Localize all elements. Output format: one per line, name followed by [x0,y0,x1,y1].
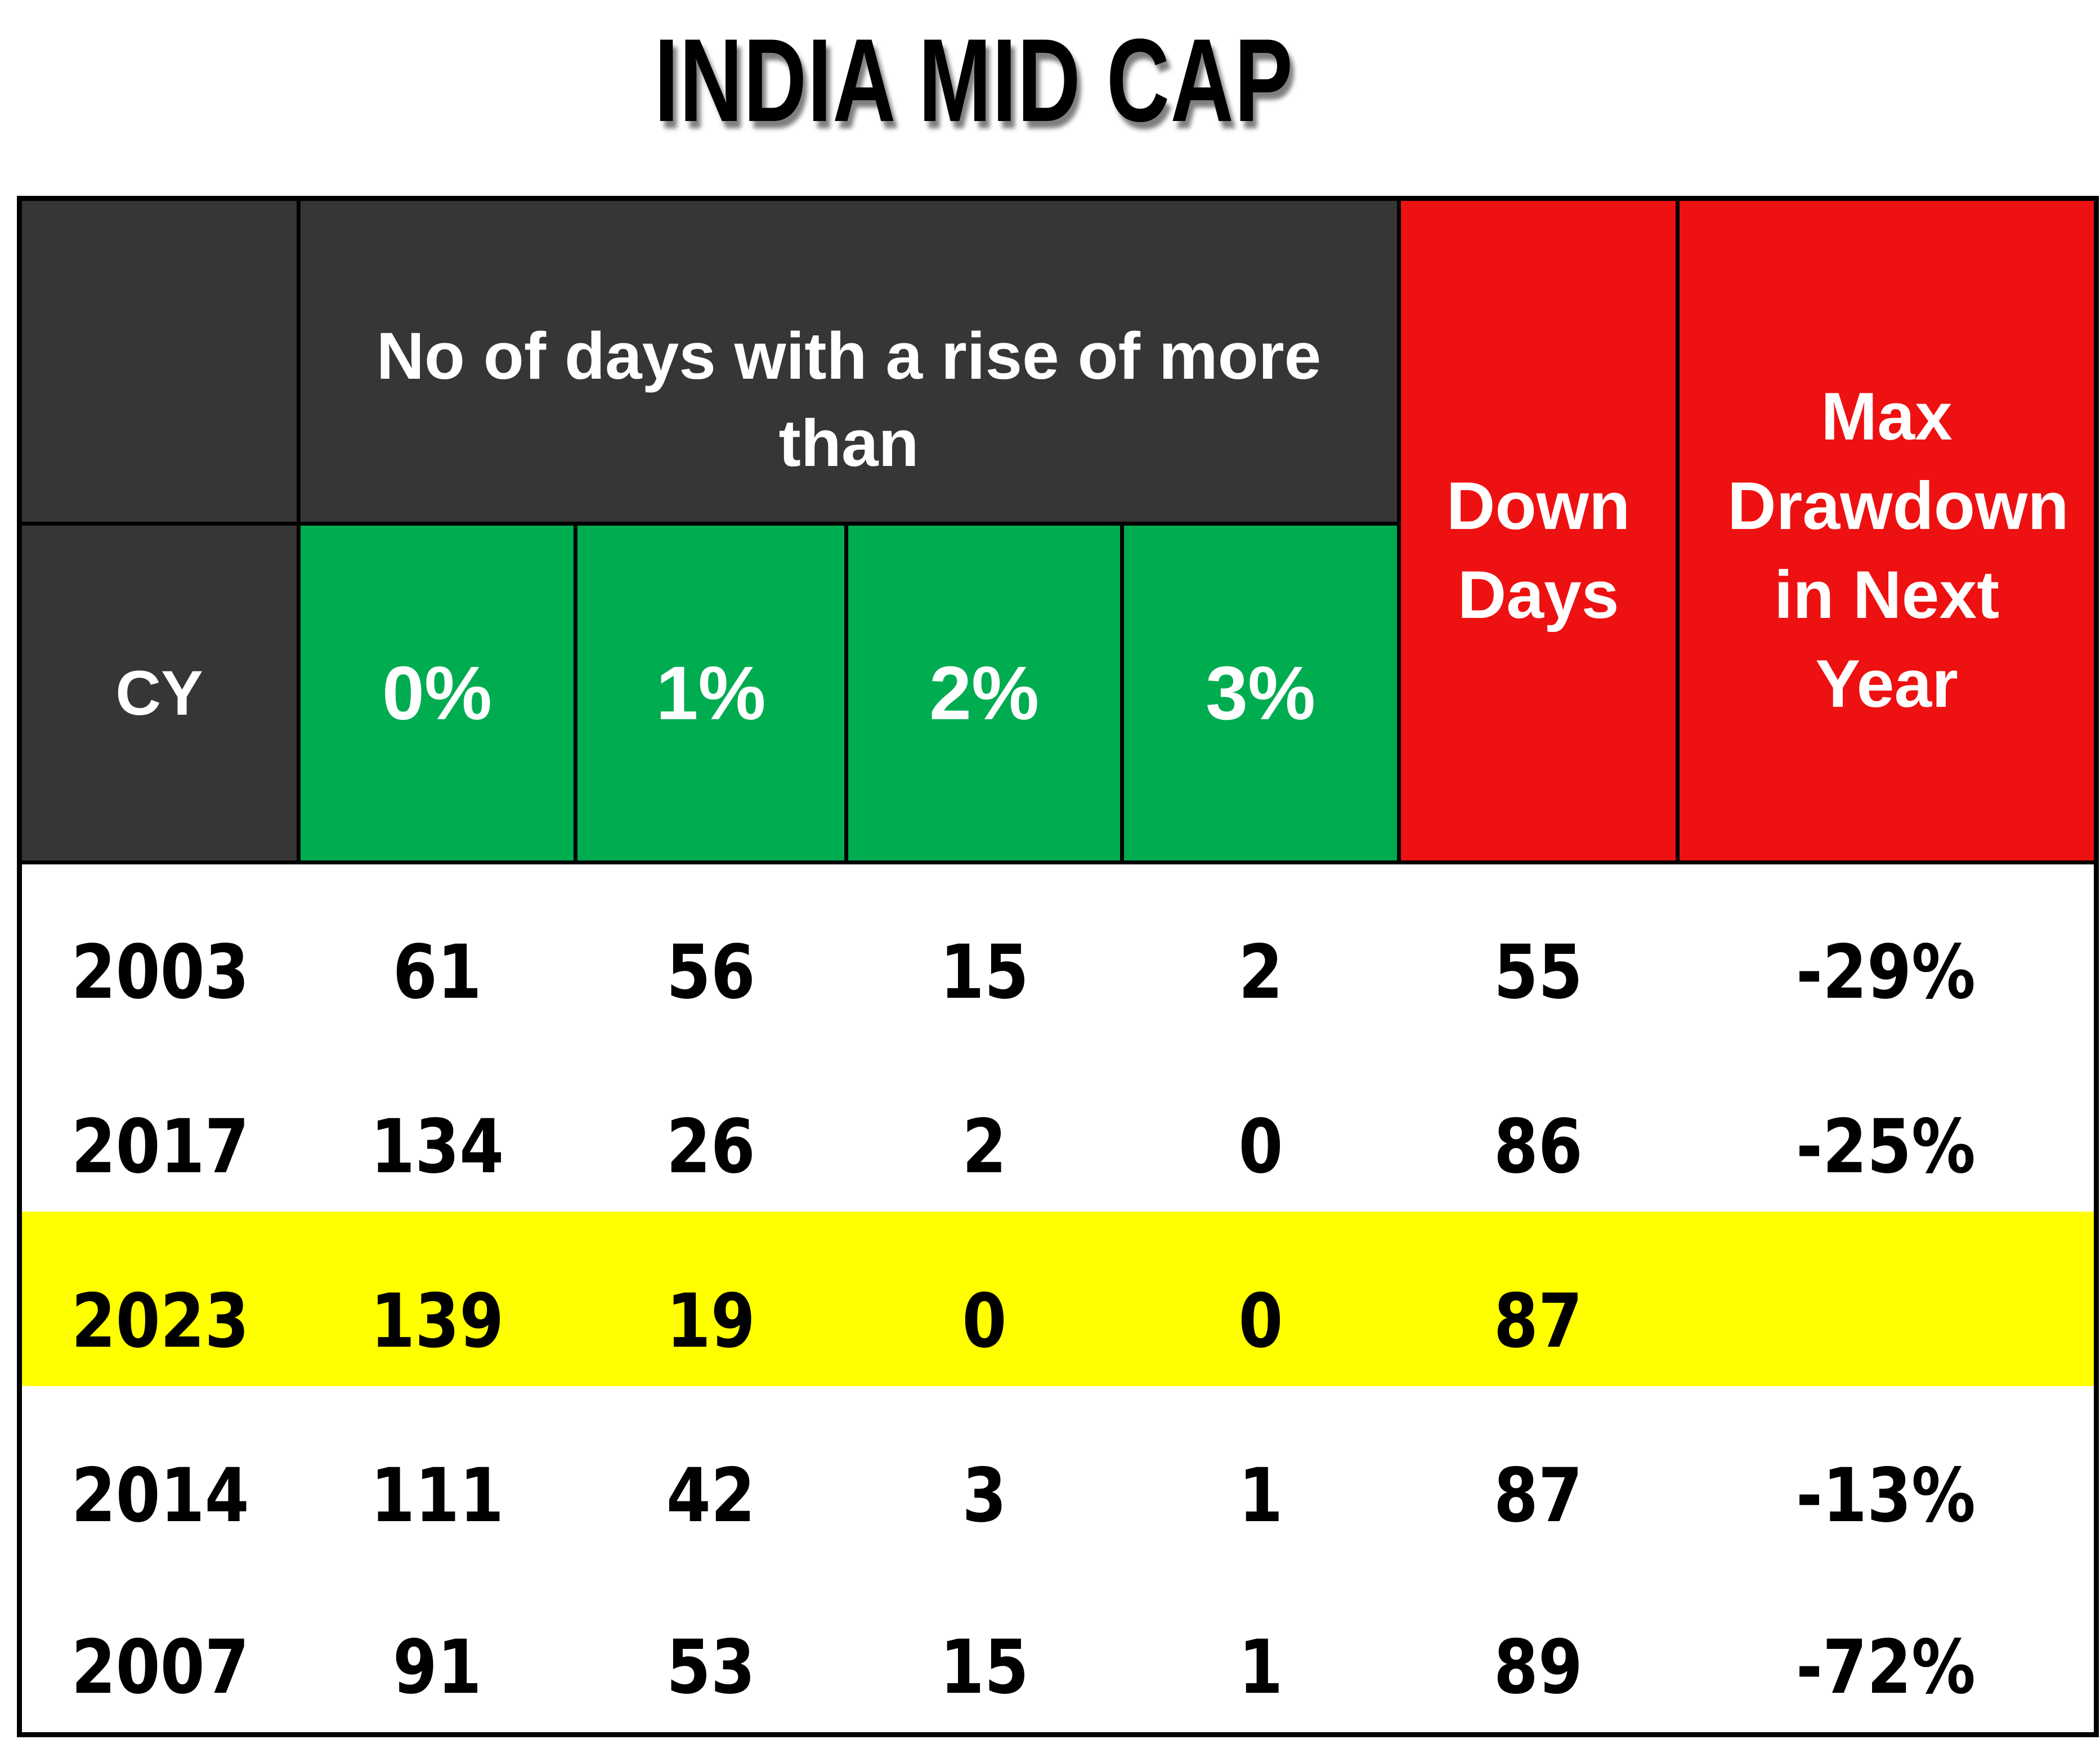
value-cell: 139 [298,1211,576,1386]
year-cell: 2023 [19,1211,299,1386]
col-header-cy: CY [17,522,301,864]
col-header-1pct: 1% [574,522,848,864]
value-cell: 0 [846,1211,1122,1386]
down-days-cell: 55 [1399,862,1678,1037]
table-row-2003: 2003 61 56 15 2 55 -29% [19,862,2097,1037]
corner-cell [17,196,301,526]
header-row-columns: CY 0% 1% 2% 3% [17,522,2097,864]
value-cell: 91 [298,1560,576,1735]
max-drawdown-cell-empty [1677,1211,2097,1386]
group-header-cell: No of days with a rise of more than [297,196,1401,526]
value-cell: 53 [575,1560,847,1735]
table-row-2014: 2014 111 42 3 1 87 -13% [19,1386,2097,1561]
down-days-cell: 87 [1399,1211,1678,1386]
value-cell: 15 [846,862,1122,1037]
value-cell: 19 [575,1211,847,1386]
max-drawdown-cell: -25% [1677,1037,2097,1212]
value-cell: 1 [1122,1560,1399,1735]
table-row-2017: 2017 134 26 2 0 86 -25% [19,1037,2097,1212]
down-days-cell: 87 [1399,1386,1678,1561]
max-drawdown-cell: -72% [1677,1560,2097,1735]
max-drawdown-cell: -13% [1677,1386,2097,1561]
table-row-2023-highlighted: 2023 139 19 0 0 87 [19,1211,2097,1386]
page-title: INDIA MID CAP [0,12,1947,149]
value-cell: 134 [298,1037,576,1212]
value-cell: 42 [575,1386,847,1561]
year-cell: 2014 [19,1386,299,1561]
page-title-text: INDIA MID CAP [654,14,1293,146]
year-cell: 2003 [19,862,299,1037]
col-header-down-days: Down Days [1397,196,1680,864]
value-cell: 0 [1122,1037,1399,1212]
value-cell: 2 [1122,862,1399,1037]
value-cell: 0 [1122,1211,1399,1386]
value-cell: 1 [1122,1386,1399,1561]
col-header-0pct: 0% [297,522,577,864]
value-cell: 111 [298,1386,576,1561]
table-row-2007: 2007 91 53 15 1 89 -72% [19,1560,2097,1735]
value-cell: 2 [846,1037,1122,1212]
value-cell: 61 [298,862,576,1037]
value-cell: 15 [846,1560,1122,1735]
down-days-cell: 86 [1399,1037,1678,1212]
down-days-cell: 89 [1399,1560,1678,1735]
year-cell: 2017 [19,1037,299,1212]
value-cell: 56 [575,862,847,1037]
value-cell: 26 [575,1037,847,1212]
data-table: No of days with a rise of more than Down… [17,196,2099,1737]
max-drawdown-cell: -29% [1677,862,2097,1037]
value-cell: 3 [846,1386,1122,1561]
year-cell: 2007 [19,1560,299,1735]
col-header-2pct: 2% [844,522,1124,864]
col-header-3pct: 3% [1120,522,1401,864]
header-row-group: No of days with a rise of more than Down… [17,196,2098,864]
col-header-max-drawdown: Max Drawdown in Next Year [1676,196,2098,864]
